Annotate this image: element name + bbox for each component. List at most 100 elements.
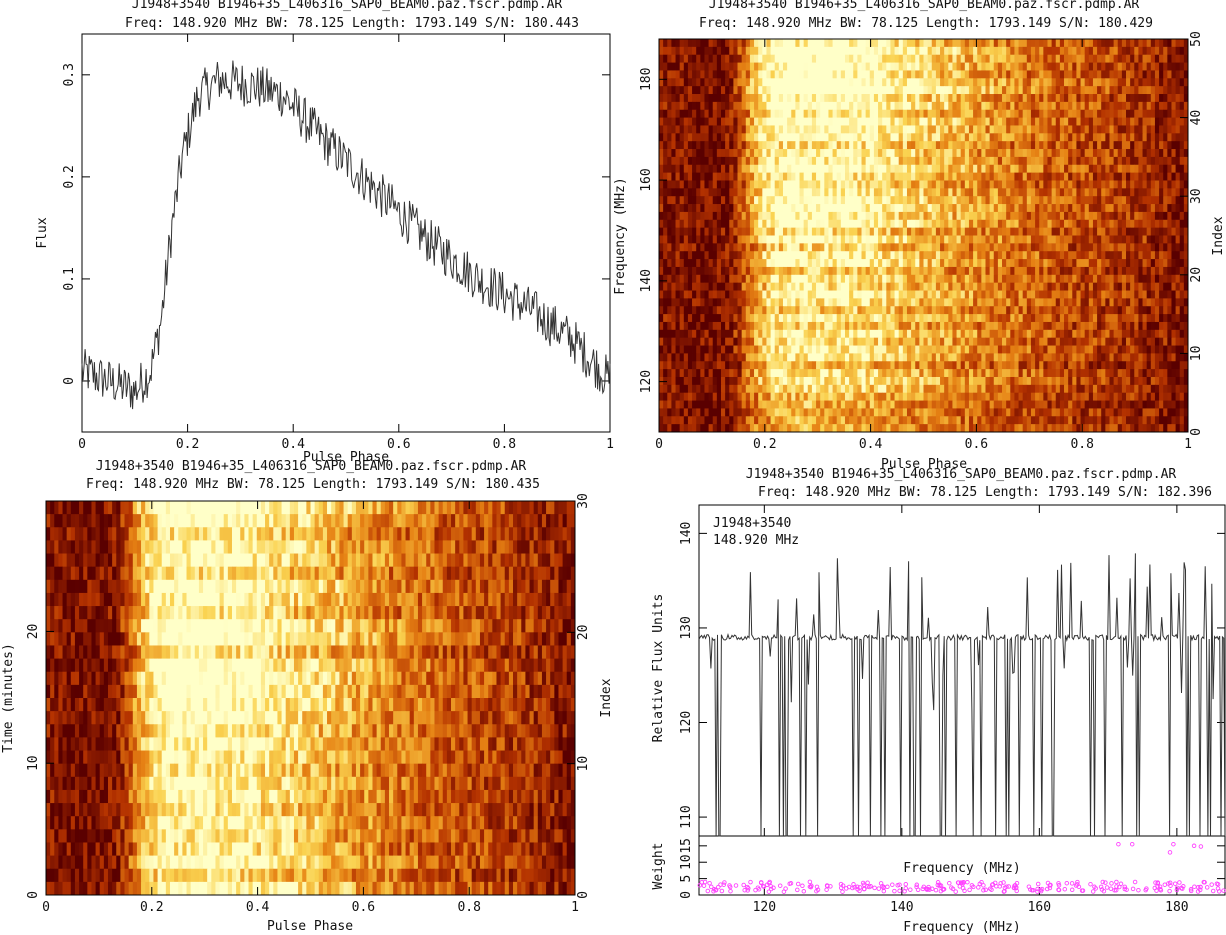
heatmap-cell — [799, 46, 805, 56]
heatmap-cell — [964, 314, 970, 323]
heatmap-cell — [1059, 235, 1065, 244]
heatmap-cell — [1097, 266, 1102, 276]
heatmap-cell — [1109, 78, 1115, 87]
heatmap-cell — [1163, 329, 1168, 339]
heatmap-cell — [1130, 86, 1135, 95]
heatmap-cell — [700, 290, 705, 299]
heatmap-cell — [782, 235, 788, 244]
heatmap-cell — [989, 290, 995, 299]
heatmap-cell — [869, 314, 875, 323]
heatmap-cell — [873, 282, 879, 291]
heatmap-cell — [993, 172, 999, 181]
heatmap-cell — [720, 274, 726, 284]
heatmap-cell — [791, 337, 796, 346]
heatmap-cell — [762, 172, 767, 181]
heatmap-cell — [1150, 321, 1156, 331]
heatmap-cell — [940, 164, 945, 174]
heatmap-cell — [977, 101, 982, 111]
heatmap-cell — [894, 86, 900, 95]
heatmap-cell — [840, 180, 846, 189]
heatmap-cell — [1105, 117, 1110, 126]
heatmap-cell — [696, 125, 701, 134]
heatmap-cell — [940, 70, 945, 79]
heatmap-cell — [1092, 243, 1098, 252]
heatmap-cell — [1142, 156, 1148, 166]
profile-title: J1948+3540 B1946+35_L406316_SAP0_BEAM0.p… — [132, 0, 563, 12]
heatmap-cell — [770, 259, 776, 268]
heatmap-cell — [857, 62, 862, 71]
heatmap-cell — [1179, 298, 1185, 307]
heatmap-cell — [700, 39, 705, 48]
heatmap-cell — [940, 298, 945, 307]
heatmap-cell — [679, 133, 685, 142]
heatmap-cell — [1101, 219, 1106, 229]
heatmap-cell — [687, 337, 693, 346]
heatmap-cell — [960, 70, 966, 79]
heatmap-cell — [861, 274, 867, 284]
heatmap-cell — [1175, 117, 1181, 126]
heatmap-cell — [1047, 219, 1053, 229]
heatmap-cell — [898, 274, 904, 284]
heatmap-cell — [1142, 39, 1148, 48]
heatmap-cell — [754, 117, 759, 126]
heatmap-cell — [816, 251, 821, 260]
heatmap-cell — [997, 101, 1003, 111]
heatmap-cell — [1035, 133, 1040, 142]
heatmap-cell — [1072, 62, 1077, 71]
heatmap-cell — [729, 149, 734, 158]
heatmap-cell — [671, 78, 676, 87]
heatmap-cell — [683, 180, 689, 189]
heatmap-cell — [828, 164, 833, 174]
heatmap-cell — [923, 125, 929, 134]
heatmap-cell — [840, 251, 846, 260]
heatmap-cell — [1055, 227, 1061, 236]
heatmap-cell — [1014, 298, 1019, 307]
heatmap-cell — [911, 211, 916, 221]
heatmap-cell — [663, 70, 668, 79]
heatmap-cell — [849, 306, 854, 315]
heatmap-cell — [906, 125, 912, 134]
heatmap-cell — [692, 46, 697, 56]
heatmap-cell — [911, 243, 916, 252]
heatmap-cell — [675, 78, 681, 87]
heatmap-cell — [766, 266, 771, 276]
heatmap-cell — [807, 164, 813, 174]
heatmap-cell — [671, 117, 676, 126]
heatmap-cell — [762, 117, 767, 126]
heatmap-cell — [725, 78, 730, 87]
heatmap-cell — [931, 196, 937, 205]
heatmap-cell — [898, 94, 904, 103]
heatmap-cell — [1121, 164, 1127, 174]
heatmap-cell — [1109, 94, 1115, 103]
heatmap-cell — [774, 94, 780, 103]
heatmap-cell — [737, 204, 743, 213]
heatmap-cell — [1126, 39, 1131, 48]
heatmap-cell — [811, 156, 817, 166]
heatmap-cell — [683, 251, 689, 260]
heatmap-cell — [1113, 329, 1119, 339]
heatmap-cell — [675, 235, 681, 244]
heatmap-cell — [1055, 86, 1061, 95]
heatmap-cell — [977, 125, 982, 134]
heatmap-cell — [1117, 39, 1123, 48]
heatmap-cell — [935, 141, 941, 150]
heatmap-cell — [1064, 46, 1069, 56]
heatmap-cell — [704, 39, 709, 48]
heatmap-cell — [758, 70, 763, 79]
heatmap-cell — [878, 196, 883, 205]
heatmap-cell — [944, 227, 949, 236]
heatmap-cell — [927, 282, 933, 291]
heatmap-cell — [782, 156, 788, 166]
heatmap-cell — [803, 196, 809, 205]
heatmap-cell — [1097, 70, 1102, 79]
heatmap-cell — [774, 219, 780, 229]
heatmap-cell — [820, 306, 825, 315]
heatmap-cell — [692, 266, 697, 276]
freq-phase-subtitle: Freq: 148.920 MHz BW: 78.125 Length: 179… — [699, 16, 1153, 31]
heatmap-cell — [1051, 290, 1057, 299]
heatmap-cell — [1026, 314, 1032, 323]
heatmap-cell — [1117, 204, 1123, 213]
heatmap-cell — [1088, 54, 1094, 63]
heatmap-cell — [774, 337, 780, 346]
heatmap-cell — [861, 306, 867, 315]
